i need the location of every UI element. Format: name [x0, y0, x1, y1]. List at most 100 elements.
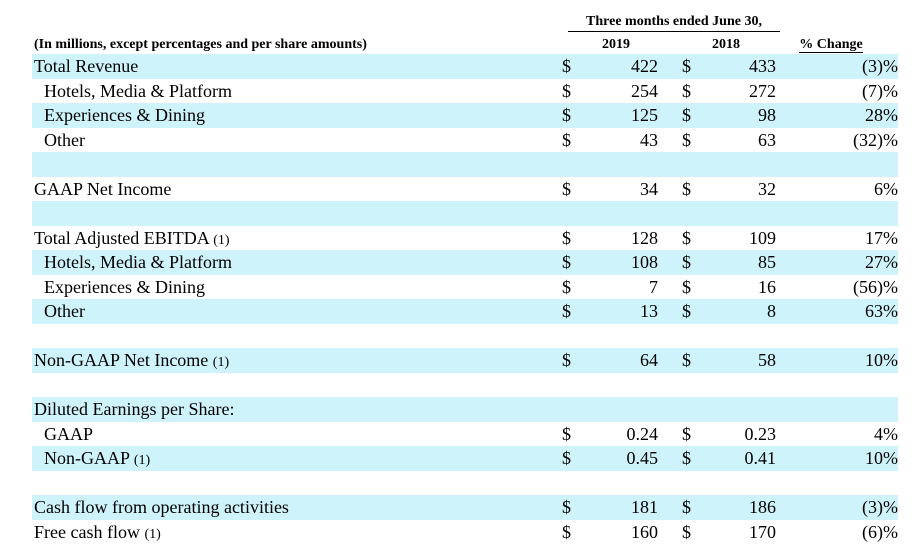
value-2018: 272: [749, 80, 776, 101]
value-2019: 64: [640, 350, 658, 370]
units-label: (In millions, except percentages and per…: [34, 37, 367, 52]
row-label-text: Diluted Earnings per Share:: [34, 399, 235, 419]
currency-symbol-2019: $: [562, 129, 571, 150]
column-header-2019: 2019: [602, 37, 630, 52]
row-label: Non-GAAP (1): [44, 446, 150, 474]
percent-change-value: 63%: [865, 301, 898, 321]
value-2018: 170: [749, 521, 776, 542]
currency-symbol-2018: $: [682, 423, 691, 444]
footnote-marker: (1): [212, 355, 230, 370]
value-2019: 0.45: [626, 448, 659, 468]
table-row: [32, 373, 898, 398]
currency-symbol-2019: $: [562, 227, 571, 248]
financial-table: Total Revenue $422 $433 (3)% Hotels, Media &…: [32, 54, 898, 544]
value-2019: 160: [631, 521, 658, 542]
row-label-text: Other: [44, 301, 85, 321]
row-label: Free cash flow (1): [34, 520, 161, 548]
table-row: Other $43 $63 (32)%: [32, 128, 898, 153]
row-label: Diluted Earnings per Share:: [34, 397, 234, 422]
currency-symbol-2019: $: [562, 497, 571, 517]
percent-change-value: 10%: [865, 350, 898, 370]
table-row: Hotels, Media & Platform $254 $272 (7)%: [32, 79, 898, 104]
percent-change-value: 27%: [865, 252, 898, 272]
value-2018: 8: [767, 301, 776, 321]
table-row: Non-GAAP Net Income (1) $64 $58 10%: [32, 348, 898, 373]
table-row: Experiences & Dining $125 $98 28%: [32, 103, 898, 128]
row-label-text: Hotels, Media & Platform: [44, 80, 232, 101]
currency-symbol-2019: $: [562, 80, 571, 101]
table-row: Experiences & Dining $7 $16 (56)%: [32, 275, 898, 300]
table-row: Non-GAAP (1) $0.45 $0.41 10%: [32, 446, 898, 471]
value-2019: 125: [631, 105, 658, 125]
value-2019: 43: [640, 129, 658, 150]
currency-symbol-2018: $: [682, 350, 691, 370]
row-label-text: Hotels, Media & Platform: [44, 252, 232, 272]
table-row: Diluted Earnings per Share:: [32, 397, 898, 422]
row-label-text: Total Revenue: [34, 56, 139, 76]
value-2018: 58: [758, 350, 776, 370]
value-2019: 0.24: [626, 423, 659, 444]
percent-change-value: (3)%: [862, 497, 898, 517]
value-2018: 16: [758, 276, 776, 297]
currency-symbol-2019: $: [562, 521, 571, 542]
row-label: GAAP Net Income: [34, 177, 171, 202]
value-2019: 254: [631, 80, 658, 101]
currency-symbol-2019: $: [562, 423, 571, 444]
percent-change-value: 17%: [865, 227, 898, 248]
currency-symbol-2019: $: [562, 448, 571, 468]
percent-change-value: 10%: [865, 448, 898, 468]
currency-symbol-2018: $: [682, 252, 691, 272]
currency-symbol-2018: $: [682, 227, 691, 248]
row-label: Cash flow from operating activities: [34, 495, 289, 520]
currency-symbol-2018: $: [682, 56, 691, 76]
currency-symbol-2019: $: [562, 350, 571, 370]
currency-symbol-2018: $: [682, 497, 691, 517]
period-title: Three months ended June 30,: [568, 14, 780, 32]
table-row: [32, 471, 898, 496]
currency-symbol-2019: $: [562, 301, 571, 321]
column-header-percent-change: % Change: [796, 37, 866, 53]
currency-symbol-2018: $: [682, 105, 691, 125]
value-2019: 108: [631, 252, 658, 272]
percent-change-value: (3)%: [862, 56, 898, 76]
row-label: Non-GAAP Net Income (1): [34, 348, 229, 376]
column-header-2018: 2018: [712, 37, 740, 52]
row-label-text: Non-GAAP Net Income: [34, 350, 209, 370]
value-2019: 34: [640, 178, 658, 199]
row-label-text: Free cash flow: [34, 521, 140, 542]
currency-symbol-2018: $: [682, 178, 691, 199]
currency-symbol-2019: $: [562, 252, 571, 272]
table-row: GAAP $0.24 $0.23 4%: [32, 422, 898, 447]
row-label-text: Cash flow from operating activities: [34, 497, 289, 517]
value-2019: 128: [631, 227, 658, 248]
value-2018: 85: [758, 252, 776, 272]
currency-symbol-2019: $: [562, 105, 571, 125]
currency-symbol-2018: $: [682, 129, 691, 150]
value-2018: 32: [758, 178, 776, 199]
value-2018: 0.23: [744, 423, 777, 444]
value-2018: 109: [749, 227, 776, 248]
row-label-text: Non-GAAP: [44, 448, 130, 468]
percent-change-value: 4%: [874, 423, 898, 444]
value-2018: 186: [749, 497, 776, 517]
row-label-text: Total Adjusted EBITDA: [34, 227, 209, 248]
currency-symbol-2018: $: [682, 80, 691, 101]
row-label: Total Adjusted EBITDA (1): [34, 226, 230, 254]
footnote-marker: (1): [133, 453, 151, 468]
table-row: [32, 324, 898, 349]
row-label: Hotels, Media & Platform: [44, 79, 232, 104]
row-label-text: GAAP: [44, 423, 94, 444]
row-label: GAAP: [44, 422, 93, 447]
value-2018: 98: [758, 105, 776, 125]
currency-symbol-2019: $: [562, 276, 571, 297]
percent-change-value: 28%: [865, 105, 898, 125]
currency-symbol-2018: $: [682, 276, 691, 297]
percent-change-value: (7)%: [862, 80, 898, 101]
table-row: Total Revenue $422 $433 (3)%: [32, 54, 898, 79]
value-2019: 13: [640, 301, 658, 321]
table-row: Total Adjusted EBITDA (1) $128 $109 17%: [32, 226, 898, 251]
currency-symbol-2018: $: [682, 448, 691, 468]
row-label-text: GAAP Net Income: [34, 178, 172, 199]
row-label: Experiences & Dining: [44, 275, 205, 300]
table-row: Other $13 $8 63%: [32, 299, 898, 324]
